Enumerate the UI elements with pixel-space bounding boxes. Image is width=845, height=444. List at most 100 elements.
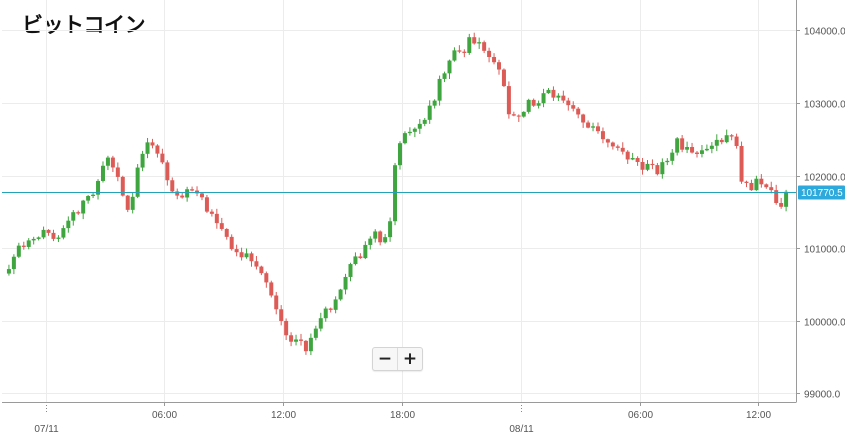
- candle-body: [115, 167, 120, 177]
- candle: [749, 179, 754, 191]
- candle-body: [600, 131, 605, 140]
- candle-body: [338, 289, 343, 300]
- candle-body: [11, 256, 16, 270]
- candle-body: [427, 105, 432, 120]
- candle: [690, 142, 695, 154]
- candle-body: [120, 176, 125, 196]
- candle-body: [635, 158, 640, 162]
- candle-body: [130, 196, 135, 210]
- x-tick-label: 12:00: [746, 410, 771, 421]
- candle-body: [298, 339, 303, 341]
- candle: [229, 234, 234, 251]
- x-tick-label: 18:00: [390, 410, 415, 421]
- candle: [204, 195, 209, 213]
- candle: [259, 265, 264, 276]
- candle-body: [734, 136, 739, 147]
- candle: [536, 100, 541, 109]
- candle: [313, 325, 318, 341]
- candle: [704, 144, 709, 152]
- candle: [546, 88, 551, 94]
- candle: [76, 210, 81, 215]
- candle-body: [46, 229, 51, 233]
- candle: [185, 186, 190, 202]
- axes: [2, 0, 800, 414]
- candle: [61, 225, 66, 240]
- candle: [764, 183, 769, 189]
- y-tick-label: 102000.0: [804, 173, 845, 184]
- candle-body: [759, 178, 764, 185]
- candle: [670, 149, 675, 165]
- candle-body: [16, 245, 21, 257]
- candle: [610, 141, 615, 150]
- candle: [165, 160, 170, 186]
- candle-body: [125, 195, 130, 210]
- candle-body: [294, 339, 299, 342]
- candle-body: [501, 69, 506, 87]
- candle: [576, 106, 581, 119]
- candle: [482, 40, 487, 54]
- candle: [685, 141, 690, 153]
- candle: [759, 174, 764, 188]
- y-tick-label: 100000.0: [804, 318, 845, 329]
- zoom-out-button[interactable]: −: [377, 349, 393, 369]
- candle: [284, 318, 289, 341]
- candle-body: [709, 145, 714, 149]
- candle-body: [358, 256, 363, 259]
- candle: [393, 162, 398, 226]
- candle: [457, 45, 462, 54]
- x-tick-label: 06:00: [152, 410, 177, 421]
- candle: [714, 134, 719, 151]
- candle-body: [784, 191, 789, 207]
- candle: [422, 117, 427, 127]
- candle-body: [704, 148, 709, 151]
- candle: [556, 93, 561, 102]
- candle-body: [729, 135, 734, 137]
- candle-body: [333, 299, 338, 310]
- candle: [734, 133, 739, 149]
- candle-body: [214, 213, 219, 224]
- candle-body: [551, 89, 556, 98]
- candle: [397, 141, 402, 170]
- candle: [303, 340, 308, 355]
- candle-body: [145, 142, 150, 154]
- candle-body: [477, 42, 482, 44]
- candle-body: [541, 93, 546, 104]
- candle: [729, 134, 734, 141]
- candle-body: [91, 194, 96, 197]
- candle: [521, 111, 526, 118]
- candle: [224, 228, 229, 240]
- candle: [665, 158, 670, 166]
- candle: [511, 111, 516, 117]
- candle-body: [744, 181, 749, 183]
- candle: [412, 127, 417, 138]
- candle: [86, 195, 91, 204]
- candle: [358, 253, 363, 259]
- candle: [41, 226, 46, 240]
- candle-body: [417, 123, 422, 129]
- candle-body: [516, 115, 521, 117]
- candle-body: [61, 228, 66, 238]
- candle: [209, 209, 214, 217]
- candle: [56, 235, 61, 243]
- candle: [477, 37, 482, 49]
- candle-body: [650, 163, 655, 166]
- candle: [155, 144, 160, 158]
- zoom-in-button[interactable]: +: [397, 348, 422, 370]
- candle: [294, 334, 299, 346]
- candle: [219, 217, 224, 231]
- candle-body: [531, 99, 536, 106]
- candle-body: [774, 190, 779, 204]
- grid-lines: [2, 0, 796, 402]
- candle: [709, 142, 714, 154]
- candle: [16, 242, 21, 259]
- candle-body: [378, 231, 383, 243]
- candle-body: [264, 273, 269, 283]
- candle: [244, 248, 249, 259]
- candle: [442, 71, 447, 83]
- candle-body: [610, 142, 615, 147]
- candle: [175, 188, 180, 200]
- candle: [427, 100, 432, 124]
- candle-body: [254, 261, 259, 267]
- candle-body: [739, 146, 744, 182]
